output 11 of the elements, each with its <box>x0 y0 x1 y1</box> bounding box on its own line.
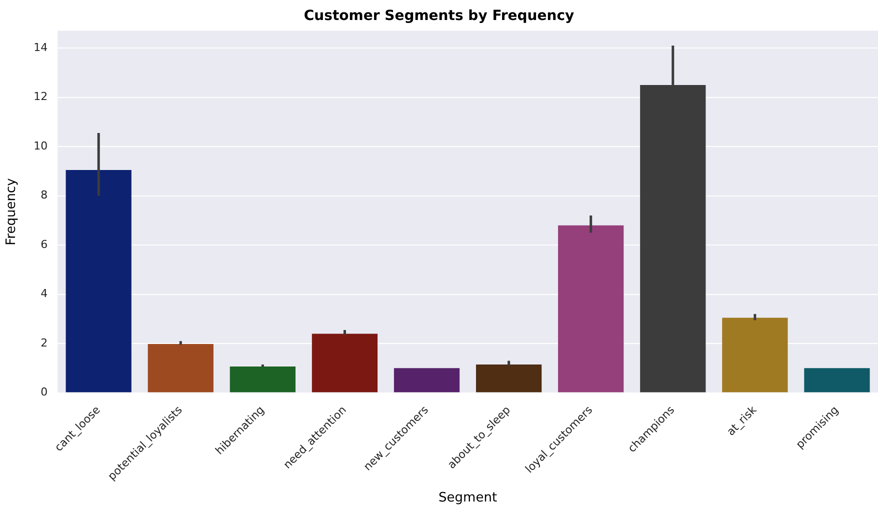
y-tick-label: 0 <box>40 386 48 399</box>
y-tick-label: 10 <box>34 139 48 152</box>
y-tick-label: 12 <box>34 90 48 104</box>
y-tick-label: 4 <box>40 287 48 300</box>
y-tick-label: 8 <box>40 188 48 202</box>
x-axis-title: Segment <box>438 490 498 506</box>
y-tick-label: 2 <box>40 336 48 350</box>
y-tick-label: 14 <box>34 40 48 54</box>
y-tick-label: 6 <box>40 238 48 251</box>
y-axis-title: Frequency <box>4 178 20 246</box>
chart-title: Customer Segments by Frequency <box>304 8 574 24</box>
